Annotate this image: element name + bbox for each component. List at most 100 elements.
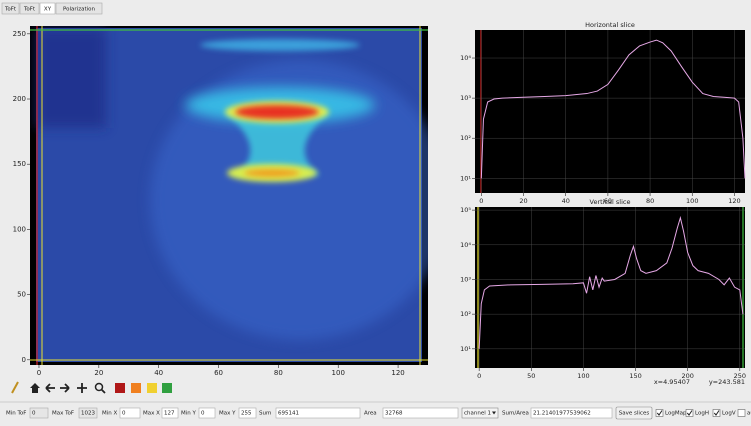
color-button[interactable] <box>131 383 141 393</box>
tab[interactable] <box>1 2 20 15</box>
x-tick-label: 20 <box>519 197 527 205</box>
y-tick-label: 10¹ <box>460 345 471 353</box>
x-tick-label: 200 <box>681 372 693 380</box>
text-field[interactable] <box>275 407 361 419</box>
pan-button[interactable] <box>77 383 87 393</box>
field-value: 0 <box>201 411 205 417</box>
checkbox-label: LogV <box>722 411 736 417</box>
field-value: 695141 <box>278 411 299 417</box>
y-tick-label: 10⁴ <box>460 54 471 62</box>
save-button-label: Save slices <box>619 411 650 417</box>
color-button[interactable] <box>147 383 157 393</box>
y-tick-label: 10² <box>460 134 471 142</box>
y-tick-label: 200 <box>13 95 26 103</box>
tab[interactable] <box>55 2 103 15</box>
field-label: Sum <box>259 411 271 417</box>
y-tick-label: 150 <box>13 160 26 168</box>
x-tick-label: 120 <box>391 369 404 377</box>
checkbox[interactable] <box>685 409 694 417</box>
x-tick-label: 0 <box>37 369 41 377</box>
zoom-button[interactable] <box>94 382 104 392</box>
y-tick-label: 100 <box>13 225 26 233</box>
field-value: 1023 <box>81 411 95 417</box>
field-label: Min Y <box>181 411 197 417</box>
x-tick-label: 40 <box>562 197 570 205</box>
field-value: 21.21401977539062 <box>533 411 591 417</box>
plot-title: Vertical slice <box>590 198 631 206</box>
y-tick-label: 10² <box>460 310 471 318</box>
x-tick-label: 250 <box>734 372 746 380</box>
text-field[interactable] <box>119 407 141 419</box>
text-field[interactable] <box>238 407 257 419</box>
color-button[interactable] <box>115 383 125 393</box>
cursor-y: y=243.581 <box>709 378 745 386</box>
field-value: 32768 <box>385 411 403 417</box>
x-tick-label: 60 <box>214 369 223 377</box>
vertical-slice-plot <box>475 207 745 368</box>
back-button[interactable] <box>45 383 55 393</box>
dropdown-arrow <box>492 411 496 415</box>
toolbar <box>11 381 172 394</box>
zoom-button-handle <box>100 388 106 394</box>
checkbox-label: au <box>747 411 751 417</box>
field-value: 127 <box>164 411 175 417</box>
checkbox[interactable] <box>737 409 746 417</box>
y-tick-label: 0 <box>22 356 26 364</box>
x-tick-label: 100 <box>332 369 345 377</box>
home-button[interactable] <box>30 383 40 393</box>
field-label: Max ToF <box>52 411 74 417</box>
text-field[interactable] <box>198 407 216 419</box>
tab-label: Polarization <box>63 7 95 13</box>
field-value: 0 <box>32 411 36 417</box>
y-tick-label: 10⁴ <box>460 241 471 249</box>
y-tick-label: 10³ <box>460 275 471 283</box>
checkbox[interactable] <box>712 409 721 417</box>
text-field[interactable] <box>161 407 179 419</box>
text-field[interactable] <box>382 407 459 419</box>
field-label: Sum/Area <box>502 411 529 417</box>
brush-icon[interactable] <box>11 381 19 394</box>
field-value: 0 <box>122 411 126 417</box>
y-tick-label: 10⁵ <box>460 206 471 214</box>
horizontal-slice-plot <box>475 30 745 193</box>
x-tick-label: 100 <box>577 372 589 380</box>
x-tick-label: 150 <box>629 372 641 380</box>
x-tick-label: 50 <box>527 372 535 380</box>
x-tick-label: 60 <box>604 197 612 205</box>
check-mark <box>656 410 663 416</box>
channel-value: channel 1 <box>464 411 491 417</box>
heatmap-image <box>36 28 428 362</box>
y-tick-label: 50 <box>17 291 26 299</box>
x-tick-label: 0 <box>479 197 483 205</box>
x-tick-label: 80 <box>646 197 654 205</box>
field-label: Min X <box>102 411 118 417</box>
field-label: Min ToF <box>6 411 26 417</box>
tab-label: XY <box>44 7 52 13</box>
tab[interactable] <box>19 2 40 15</box>
save-button[interactable] <box>615 406 653 420</box>
tab-label: ToFt <box>23 7 36 13</box>
text-field[interactable] <box>29 407 49 419</box>
field-label: Max X <box>143 411 160 417</box>
y-tick-label: 10³ <box>460 94 471 102</box>
x-tick-label: 100 <box>686 197 698 205</box>
y-tick-label: 10¹ <box>460 174 471 182</box>
forward-button[interactable] <box>60 383 70 393</box>
check-mark <box>686 410 693 416</box>
cursor-x: x=4.95407 <box>654 378 690 386</box>
checkbox-label: LogH <box>695 411 709 417</box>
tab[interactable] <box>39 2 56 15</box>
text-field[interactable] <box>78 407 98 419</box>
checkbox-label: LogMap <box>665 411 687 417</box>
checkbox[interactable] <box>655 409 664 417</box>
tab-label: ToFt <box>4 7 17 13</box>
text-field[interactable] <box>530 407 613 419</box>
color-button[interactable] <box>162 383 172 393</box>
y-tick-label: 250 <box>13 30 26 38</box>
x-tick-label: 120 <box>728 197 740 205</box>
slice-line <box>480 39 746 179</box>
x-tick-label: 80 <box>274 369 283 377</box>
channel-dropdown[interactable] <box>461 407 499 419</box>
